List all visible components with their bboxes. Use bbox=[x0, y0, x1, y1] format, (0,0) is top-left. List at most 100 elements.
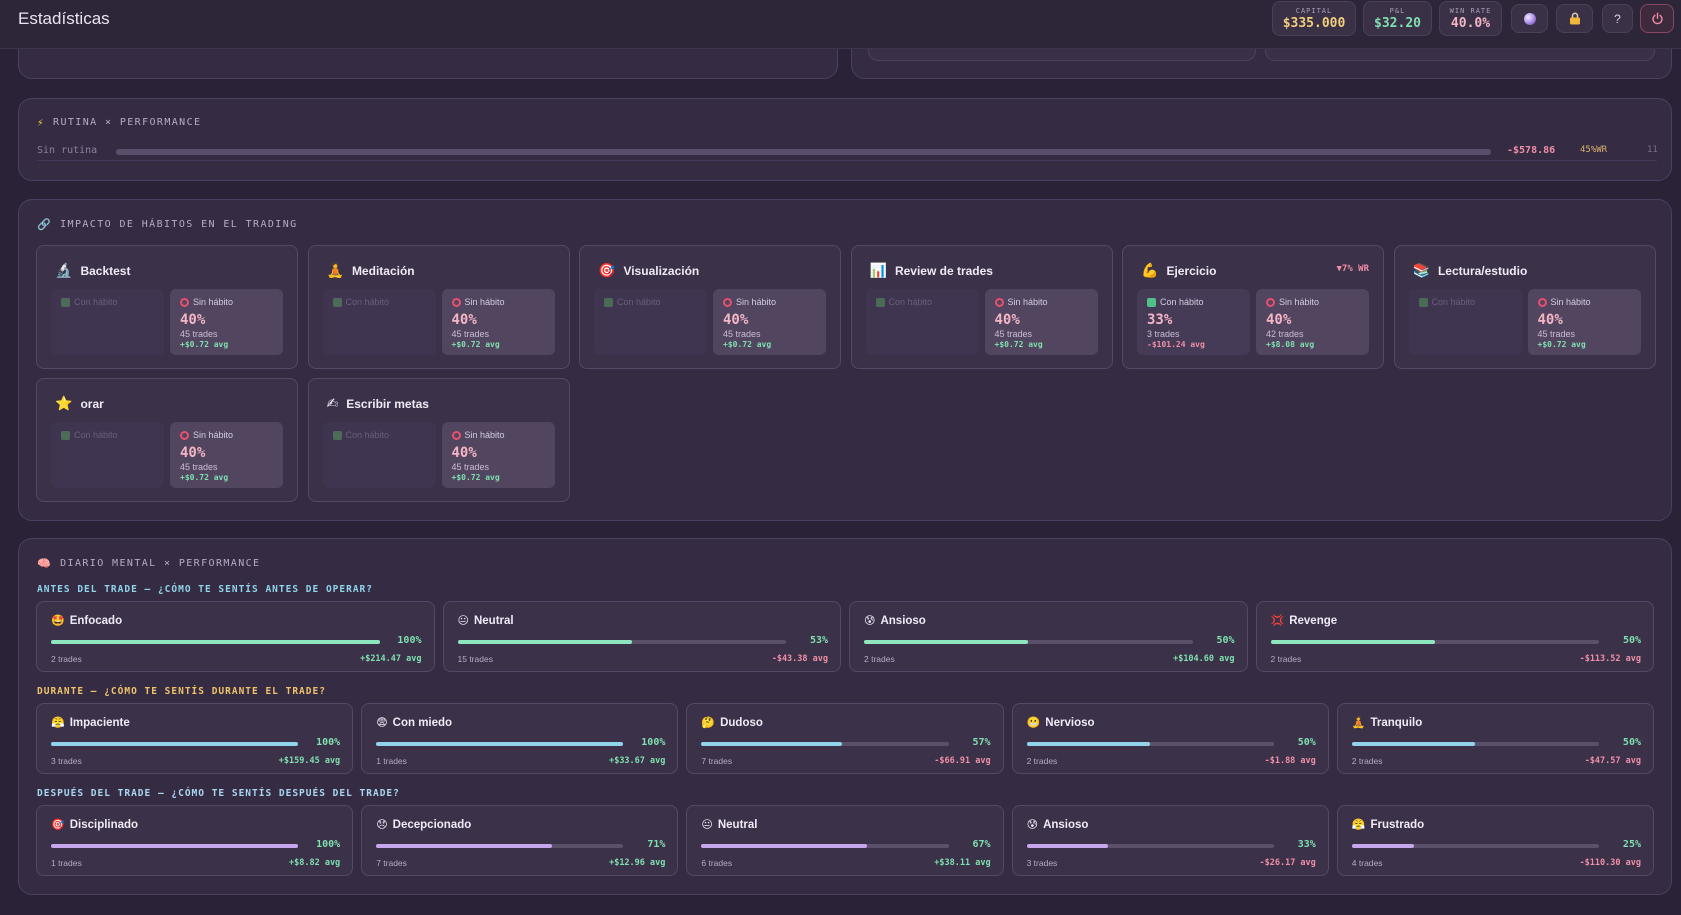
habit-without-text: Sin hábito bbox=[1007, 297, 1048, 307]
power-button[interactable] bbox=[1640, 4, 1674, 33]
habit-with-label: Con hábito bbox=[1418, 297, 1476, 307]
mood-winrate-pct: 57% bbox=[972, 737, 991, 748]
habit-name-row: 🧘 Meditación bbox=[327, 262, 415, 279]
before-heading: ANTES DEL TRADE — ¿CÓMO TE SENTÍS ANTES … bbox=[37, 584, 373, 595]
checkbox-icon bbox=[61, 297, 70, 307]
mood-name-row: 😐 Neutral bbox=[701, 818, 758, 832]
capital-chip: CAPITAL $335.000 bbox=[1272, 1, 1356, 36]
mood-trades: 15 trades bbox=[457, 654, 493, 664]
mood-avg: +$214.47 avg bbox=[360, 654, 422, 664]
habit-without-box: Sin hábito 40% 45 trades +$0.72 avg bbox=[713, 289, 826, 355]
checkbox-icon bbox=[61, 430, 70, 440]
habits-title-row: 🔗 IMPACTO DE HÁBITOS EN EL TRADING bbox=[37, 218, 298, 231]
mood-name-row: 🎯 Disciplinado bbox=[51, 818, 138, 832]
mood-card[interactable]: 🤩 Enfocado 100% 2 trades +$214.47 avg bbox=[36, 601, 435, 672]
mood-trades: 3 trades bbox=[1026, 858, 1058, 868]
habit-emoji-icon: 🧘 bbox=[326, 262, 344, 278]
mood-winrate-bar bbox=[701, 742, 949, 746]
mood-name-row: 💢 Revenge bbox=[1271, 614, 1338, 628]
mood-card[interactable]: 🤔 Dudoso 57% 7 trades -$66.91 avg bbox=[686, 703, 1004, 774]
during-heading: DURANTE — ¿CÓMO TE SENTÍS DURANTE EL TRA… bbox=[37, 686, 326, 697]
mood-card[interactable]: 😰 Ansioso 33% 3 trades -$26.17 avg bbox=[1011, 805, 1329, 876]
checkbox-icon bbox=[332, 297, 342, 307]
mood-avg: +$104.60 avg bbox=[1173, 654, 1235, 664]
habit-emoji-icon: 📚 bbox=[1412, 262, 1430, 278]
habit-without-avg: +$0.72 avg bbox=[180, 340, 229, 349]
lock-button[interactable] bbox=[1556, 4, 1593, 33]
mood-card[interactable]: 😤 Impaciente 100% 3 trades +$159.45 avg bbox=[36, 703, 354, 774]
habit-without-pct: 40% bbox=[994, 312, 1020, 328]
habit-without-label: Sin hábito bbox=[994, 297, 1048, 307]
checkbox-icon bbox=[1147, 297, 1156, 307]
mood-winrate-bar bbox=[376, 844, 624, 848]
page-title: Estadísticas bbox=[18, 9, 110, 28]
mood-emoji-icon: 🤩 bbox=[51, 615, 65, 627]
habit-without-text: Sin hábito bbox=[464, 297, 505, 307]
mood-avg: -$110.30 avg bbox=[1579, 858, 1641, 868]
mental-journal-panel: 🧠 DIARIO MENTAL × PERFORMANCE ANTES DEL … bbox=[18, 538, 1672, 895]
mood-emoji-icon: 😐 bbox=[701, 819, 713, 831]
mood-name: Neutral bbox=[473, 614, 514, 627]
habit-card[interactable]: 📊 Review de trades Con hábito Sin hábito 40%… bbox=[850, 245, 1113, 369]
mood-emoji-icon: 🎯 bbox=[51, 819, 65, 831]
habit-name: Review de trades bbox=[894, 263, 993, 278]
rutina-row-pnl: -$578.86 bbox=[1507, 145, 1556, 156]
checkbox-icon bbox=[604, 297, 613, 307]
help-button[interactable]: ? bbox=[1602, 4, 1633, 33]
mood-card[interactable]: 😨 Con miedo 100% 1 trades +$33.67 avg bbox=[361, 703, 679, 774]
habit-with-trades: 3 trades bbox=[1147, 329, 1180, 339]
mood-card[interactable]: 😐 Neutral 53% 15 trades -$43.38 avg bbox=[442, 601, 841, 672]
habit-without-box: Sin hábito 40% 45 trades +$0.72 avg bbox=[441, 422, 555, 488]
habit-name-row: 📚 Lectura/estudio bbox=[1413, 262, 1528, 279]
habit-card[interactable]: ✍ Escribir metas Con hábito Sin hábito 40% 45… bbox=[307, 378, 570, 502]
mood-avg: -$1.88 avg bbox=[1264, 756, 1316, 766]
lock-icon bbox=[1569, 12, 1580, 25]
mood-name: Ansioso bbox=[880, 614, 926, 627]
habit-card[interactable]: 🧘 Meditación Con hábito Sin hábito 40% 45 tra… bbox=[307, 245, 570, 369]
pnl-label: P&L bbox=[1389, 7, 1406, 15]
habit-emoji-icon: ⭐ bbox=[55, 395, 73, 411]
mood-trades: 2 trades bbox=[51, 654, 82, 664]
theme-toggle-button[interactable] bbox=[1511, 4, 1548, 33]
habit-without-pct: 40% bbox=[180, 312, 206, 328]
mood-winrate-fill bbox=[1351, 742, 1476, 746]
mood-winrate-pct: 33% bbox=[1297, 839, 1316, 850]
habit-without-trades: 45 trades bbox=[723, 329, 761, 339]
mood-card[interactable]: 😞 Decepcionado 71% 7 trades +$12.96 avg bbox=[361, 805, 679, 876]
rutina-row-label: Sin rutina bbox=[37, 145, 98, 156]
habit-without-pct: 40% bbox=[180, 445, 206, 461]
mood-card[interactable]: 🧘 Tranquilo 50% 2 trades -$47.57 avg bbox=[1336, 703, 1654, 774]
mood-card[interactable]: 😬 Nervioso 50% 2 trades -$1.88 avg bbox=[1011, 703, 1329, 774]
lightning-icon: ⚡ bbox=[37, 116, 46, 129]
mood-card[interactable]: 😰 Ansioso 50% 2 trades +$104.60 avg bbox=[849, 601, 1248, 672]
circle-icon bbox=[723, 297, 732, 307]
habit-card[interactable]: 🎯 Visualización Con hábito Sin hábito 40% 45 … bbox=[579, 245, 841, 369]
mood-name: Decepcionado bbox=[392, 818, 472, 831]
mood-card[interactable]: 😐 Neutral 67% 6 trades +$38.11 avg bbox=[686, 805, 1004, 876]
habit-card[interactable]: 💪 Ejercicio ▼7% WR Con hábito 33% 3 trades -$1… bbox=[1122, 245, 1384, 369]
mood-card[interactable]: 💢 Revenge 50% 2 trades -$113.52 avg bbox=[1255, 601, 1654, 672]
habit-with-text: Con hábito bbox=[888, 297, 933, 307]
circle-icon bbox=[180, 430, 189, 440]
pnl-chip: P&L $32.20 bbox=[1363, 1, 1432, 36]
mood-name: Neutral bbox=[717, 818, 758, 831]
rutina-row-trades: 11 bbox=[1647, 145, 1658, 155]
mood-name: Ansioso bbox=[1043, 818, 1089, 831]
mood-trades: 2 trades bbox=[1270, 654, 1302, 664]
habit-card[interactable]: 📚 Lectura/estudio Con hábito Sin hábito 40% 4… bbox=[1393, 245, 1656, 369]
habit-card[interactable]: 🔬 Backtest Con hábito Sin hábito 40% 45 trade… bbox=[36, 245, 298, 369]
mood-name-row: 😤 Impaciente bbox=[51, 716, 130, 730]
mood-card[interactable]: 😤 Frustrado 25% 4 trades -$110.30 avg bbox=[1336, 805, 1654, 876]
mood-card[interactable]: 🎯 Disciplinado 100% 1 trades +$8.82 avg bbox=[36, 805, 354, 876]
habit-with-text: Con hábito bbox=[1431, 297, 1476, 307]
habit-card[interactable]: ⭐ orar Con hábito Sin hábito 40% 45 trades +$0… bbox=[36, 378, 298, 502]
mood-winrate-pct: 100% bbox=[641, 737, 666, 748]
mood-winrate-fill bbox=[457, 640, 632, 644]
habit-without-box: Sin hábito 40% 45 trades +$0.72 avg bbox=[984, 289, 1098, 355]
habit-without-text: Sin hábito bbox=[1550, 297, 1591, 307]
rutina-title-row: ⚡ RUTINA × PERFORMANCE bbox=[37, 116, 201, 129]
mental-title-row: 🧠 DIARIO MENTAL × PERFORMANCE bbox=[37, 557, 260, 570]
mood-emoji-icon: 😰 bbox=[1026, 819, 1039, 831]
mood-winrate-pct: 100% bbox=[397, 635, 422, 646]
mood-winrate-fill bbox=[1351, 844, 1414, 848]
